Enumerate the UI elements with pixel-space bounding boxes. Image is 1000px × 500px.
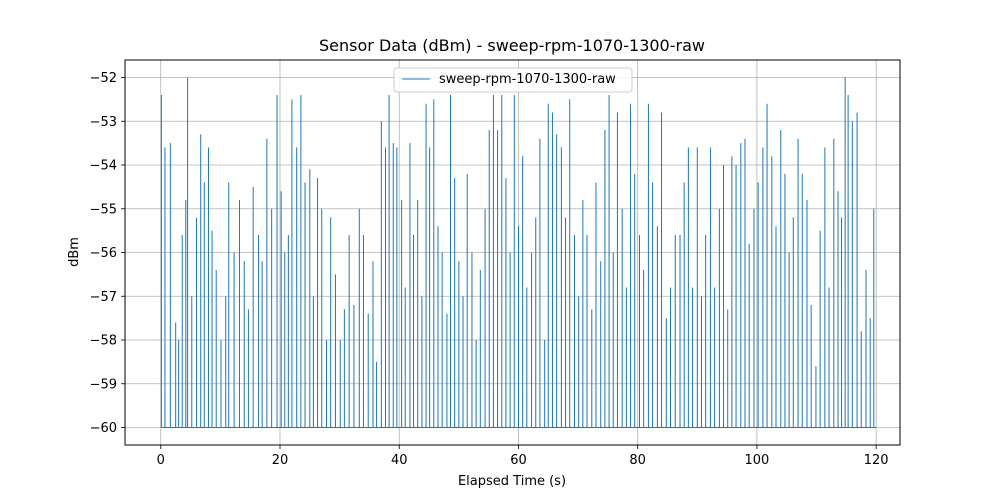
x-tick-label: 0 <box>157 453 165 468</box>
x-tick-label: 20 <box>272 453 289 468</box>
axis-ticks: 0 20 40 60 80 100 120 −52 −53 −54 −55 −56 −57 −58 −59 −… <box>90 71 889 468</box>
grid <box>125 60 900 445</box>
y-tick-label: −58 <box>90 334 117 349</box>
y-tick-label: −59 <box>90 377 117 392</box>
y-tick-label: −56 <box>90 246 117 261</box>
y-tick-label: −53 <box>90 115 117 130</box>
y-tick-label: −52 <box>90 71 117 86</box>
legend-label: sweep-rpm-1070-1300-raw <box>439 72 616 87</box>
x-axis-label: Elapsed Time (s) <box>458 474 566 489</box>
y-axis-label: dBm <box>67 237 82 267</box>
x-tick-label: 120 <box>864 453 889 468</box>
legend: sweep-rpm-1070-1300-raw <box>393 67 633 93</box>
chart-title: Sensor Data (dBm) - sweep-rpm-1070-1300-… <box>319 36 705 55</box>
y-tick-label: −57 <box>90 290 117 305</box>
y-tick-label: −54 <box>90 159 117 174</box>
legend-box <box>393 67 633 93</box>
x-tick-label: 100 <box>745 453 770 468</box>
series-line <box>160 77 877 428</box>
y-tick-label: −55 <box>90 202 117 217</box>
x-tick-label: 40 <box>391 453 408 468</box>
x-tick-label: 80 <box>629 453 646 468</box>
x-tick-label: 60 <box>510 453 527 468</box>
series-path <box>160 77 877 428</box>
y-tick-label: −60 <box>90 421 117 436</box>
